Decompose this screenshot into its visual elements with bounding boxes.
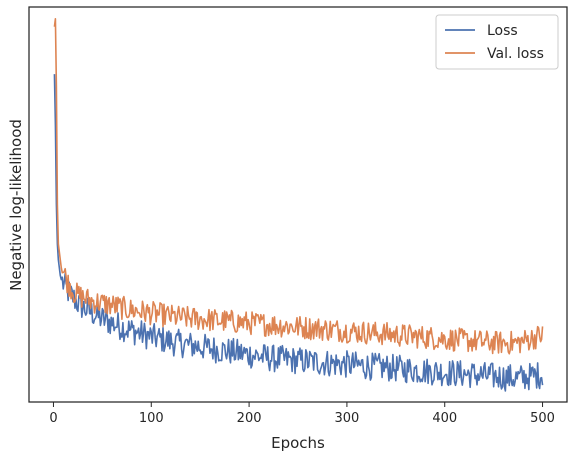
legend-label-val-loss: Val. loss — [487, 46, 544, 62]
x-axis-label: Epochs — [271, 434, 325, 452]
x-tick-label: 300 — [334, 411, 359, 426]
series-layer — [53, 18, 544, 392]
legend-box — [435, 14, 559, 70]
legend-label-loss: Loss — [487, 23, 518, 39]
series-line-loss — [53, 74, 544, 392]
x-tick-label: 400 — [432, 411, 457, 426]
plot-area-frame — [28, 6, 568, 403]
x-axis-ticks: 0 100 200 300 400 500 — [49, 402, 555, 426]
x-tick-label: 100 — [139, 411, 164, 426]
legend: Loss Val. loss — [435, 14, 559, 70]
x-tick-label: 500 — [530, 411, 555, 426]
y-axis-label: Negative log-likelihood — [7, 119, 25, 291]
x-tick-label: 0 — [49, 411, 57, 426]
series-line-val-loss — [53, 18, 544, 355]
x-tick-label: 200 — [237, 411, 262, 426]
